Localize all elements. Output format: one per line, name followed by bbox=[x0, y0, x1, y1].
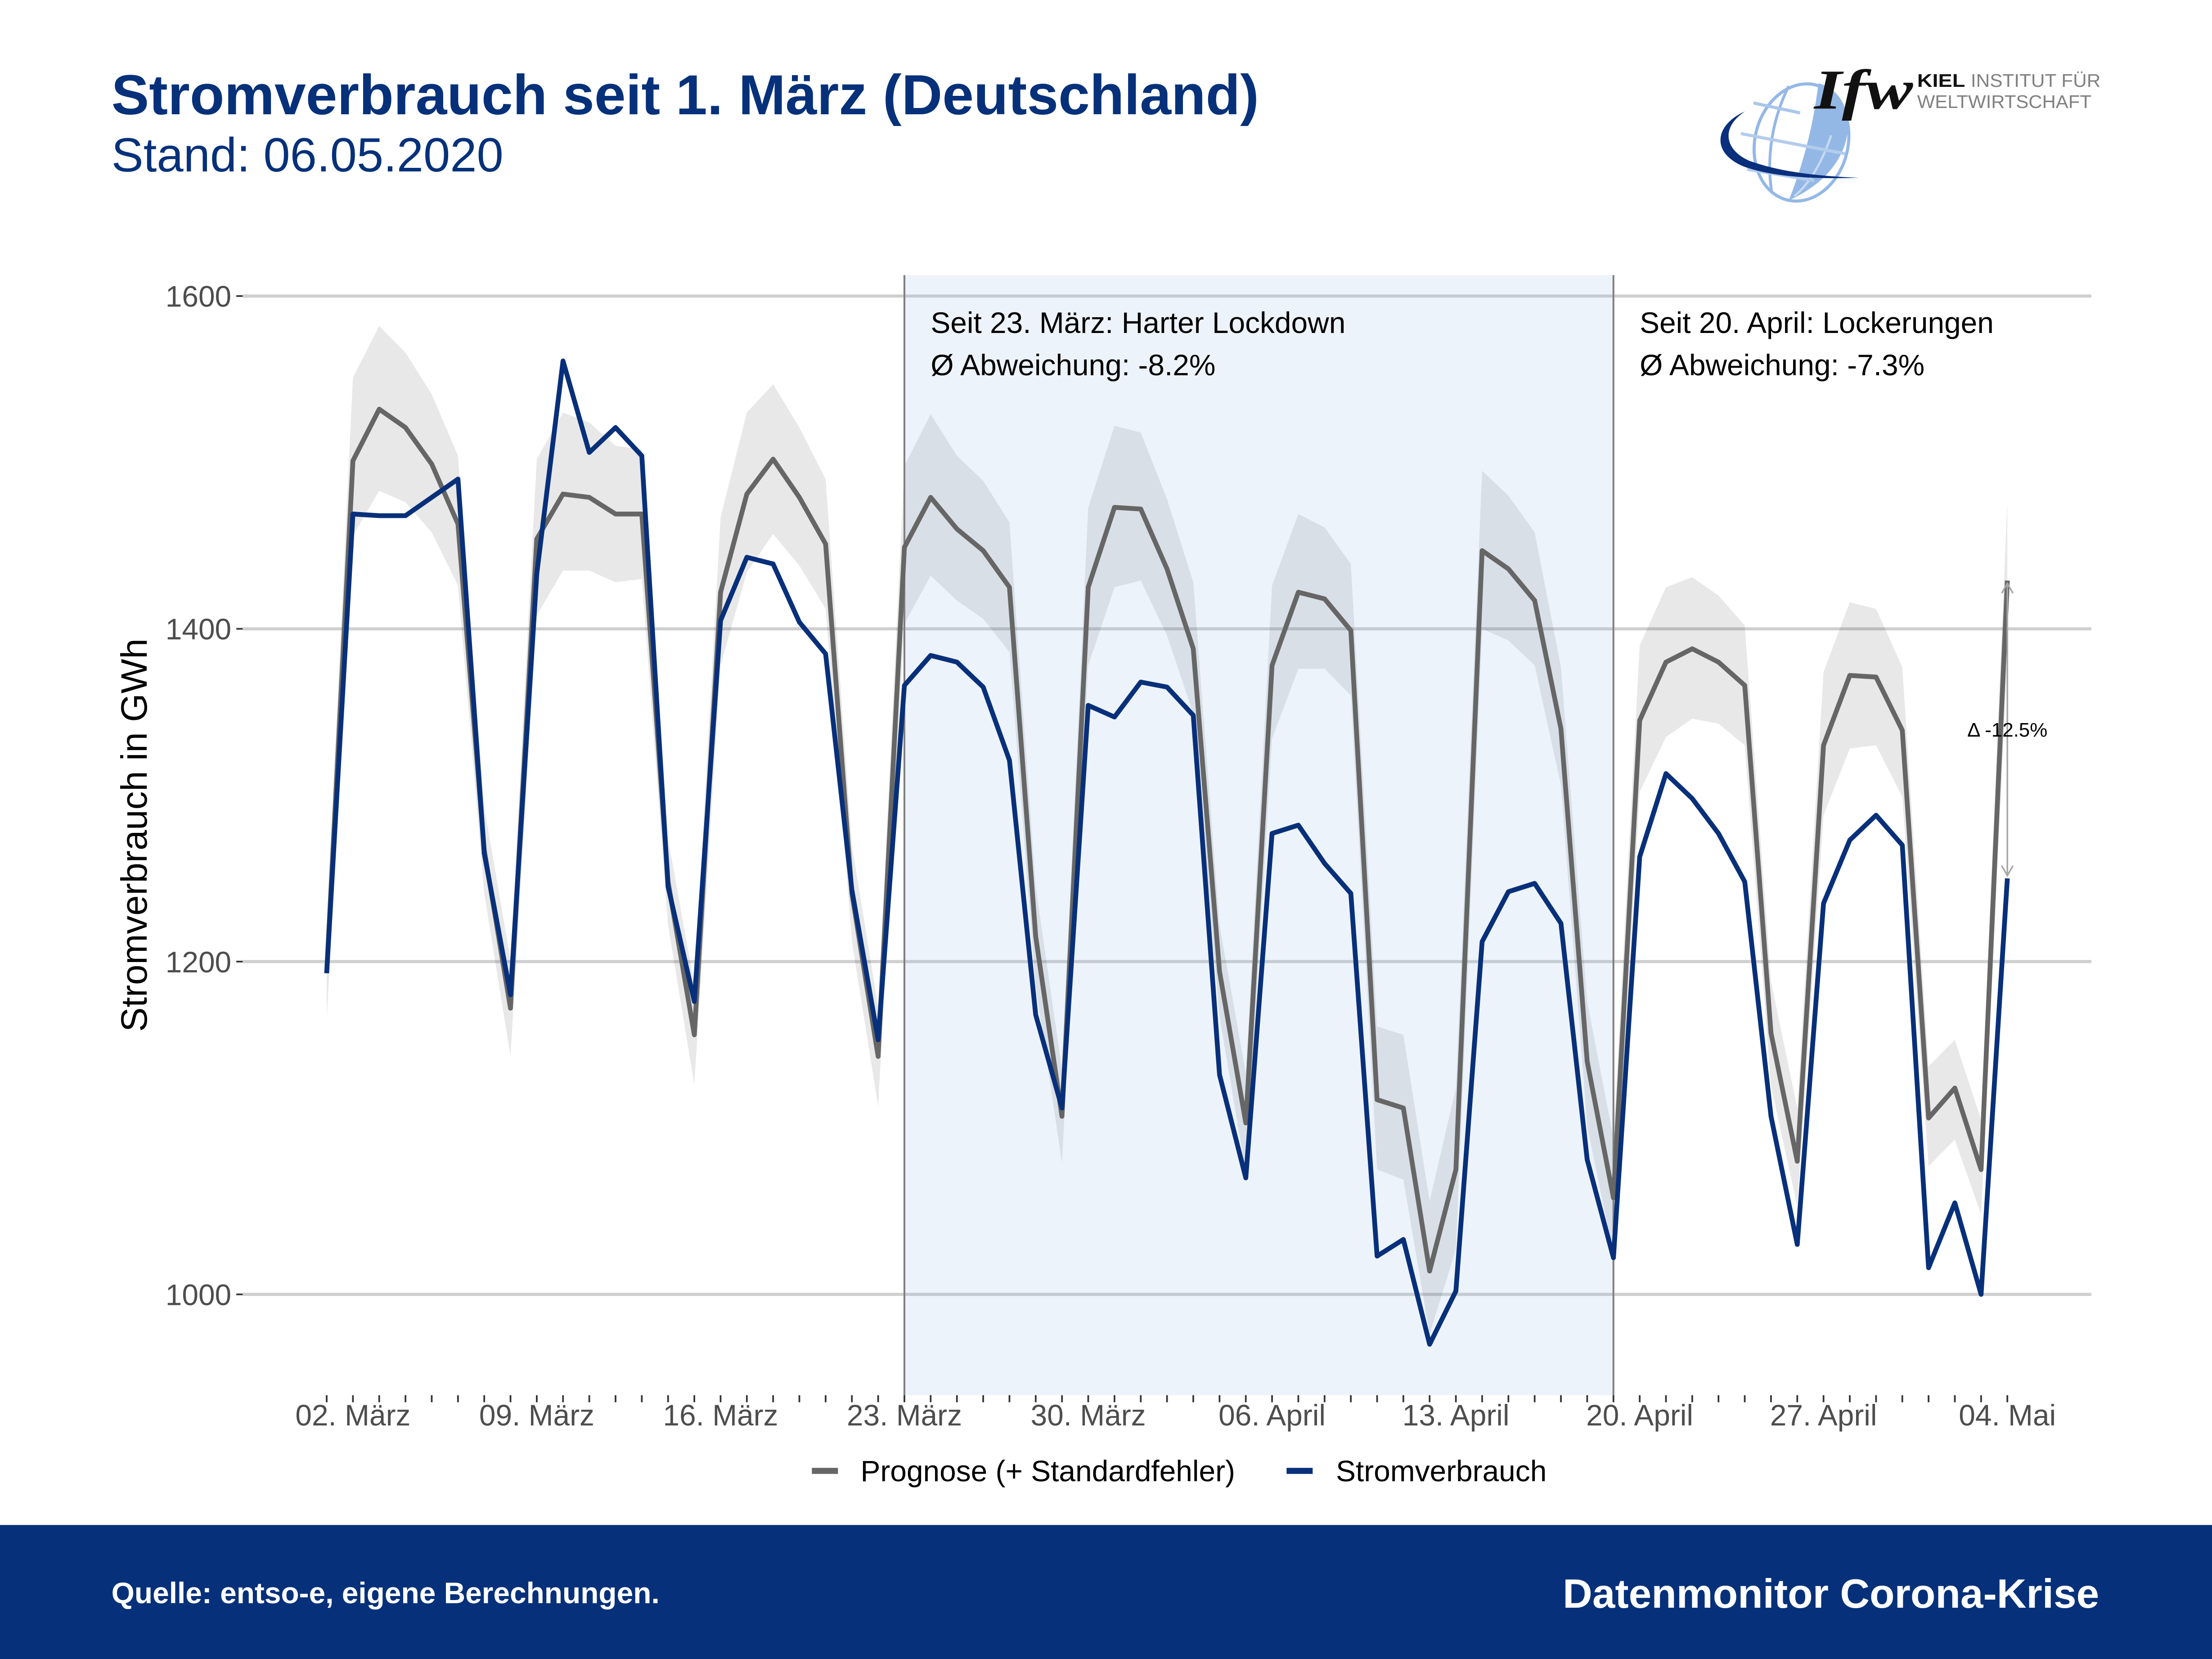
line-chart: 1000 1200 1400 1600 02. März 09. März 16. Mär… bbox=[114, 275, 2091, 1432]
logo-kiel: KIEL bbox=[1917, 70, 1965, 91]
x-tick-label: 23. März bbox=[847, 1398, 962, 1432]
x-tick-label: 30. März bbox=[1030, 1398, 1146, 1432]
annotations: Seit 23. März: Harter Lockdown Ø Abweichu… bbox=[931, 306, 1994, 382]
gridlines bbox=[243, 294, 2091, 1296]
arrowhead-down-icon bbox=[2001, 865, 2014, 877]
x-tick-label: 09. März bbox=[479, 1398, 594, 1432]
delta-label: Δ -12.5% bbox=[1967, 719, 2047, 741]
legend-item-stromverbrauch: Stromverbrauch bbox=[1286, 1454, 1547, 1488]
globe-fill bbox=[1789, 83, 1848, 201]
series-line-stromverbrauch bbox=[324, 358, 2010, 1347]
chart-subtitle: Stand: 06.05.2020 bbox=[112, 128, 504, 182]
x-axis: 02. März 09. März 16. März 23. März 30. März… bbox=[295, 1395, 2056, 1432]
swoosh-icon bbox=[1720, 111, 1860, 179]
globe-meridian bbox=[1794, 135, 1832, 197]
prognose-standard-error-band bbox=[327, 326, 2008, 1335]
ifw-logo: Ifw KIEL INSTITUT FÜR WELTWIRTSCHAFT bbox=[1720, 58, 2100, 203]
footer-bar bbox=[0, 1525, 2212, 1659]
footer-brand: Datenmonitor Corona-Krise bbox=[1563, 1571, 2099, 1617]
y-axis-title: Stromverbrauch in GWh bbox=[114, 638, 155, 1032]
globe-parallel bbox=[1753, 101, 1801, 115]
legend-item-prognose: Prognose (+ Standardfehler) bbox=[812, 1454, 1235, 1488]
shading-layer bbox=[903, 275, 1614, 1395]
x-tick-label: 04. Mai bbox=[1959, 1398, 2056, 1432]
y-axis: 1000 1200 1400 1600 bbox=[166, 280, 243, 1311]
annotation-deviation: Ø Abweichung: -8.2% bbox=[931, 348, 1215, 382]
annotation-heading: Seit 20. April: Lockerungen bbox=[1640, 306, 1994, 339]
legend-key-stromverbrauch bbox=[1286, 1468, 1313, 1474]
lockdown-shaded-period bbox=[904, 275, 1614, 1395]
y-tick-label: 1600 bbox=[166, 280, 231, 313]
series-layer bbox=[324, 358, 2010, 1347]
footer: Quelle: entso-e, eigene Berechnungen. Da… bbox=[0, 1525, 2212, 1659]
source-note: Quelle: entso-e, eigene Berechnungen. bbox=[112, 1576, 660, 1610]
globe-parallel bbox=[1740, 132, 1846, 156]
logo-mark: Ifw bbox=[1813, 58, 1914, 121]
legend-key-prognose bbox=[812, 1468, 838, 1474]
annotation-heading: Seit 23. März: Harter Lockdown bbox=[931, 306, 1345, 339]
x-tick-label: 27. April bbox=[1770, 1398, 1877, 1432]
arrowhead-up-icon bbox=[2001, 582, 2014, 594]
logo-line-2: WELTWIRTSCHAFT bbox=[1917, 91, 2091, 112]
legend-label-stromverbrauch: Stromverbrauch bbox=[1336, 1454, 1547, 1488]
x-tick-label: 20. April bbox=[1586, 1398, 1693, 1432]
annotation-deviation: Ø Abweichung: -7.3% bbox=[1640, 348, 1924, 382]
legend-label-prognose: Prognose (+ Standardfehler) bbox=[860, 1454, 1235, 1488]
series-line-prognose bbox=[324, 407, 2010, 1274]
legend: Prognose (+ Standardfehler) Stromverbrau… bbox=[812, 1454, 1547, 1488]
logo-line-1: INSTITUT FÜR bbox=[1971, 70, 2100, 91]
header: Stromverbrauch seit 1. März (Deutschland… bbox=[112, 63, 1259, 182]
chart-title: Stromverbrauch seit 1. März (Deutschland… bbox=[112, 63, 1259, 126]
delta-marker: Δ -12.5% bbox=[1967, 582, 2047, 877]
x-tick-label: 02. März bbox=[295, 1398, 410, 1432]
x-tick-label: 13. April bbox=[1403, 1398, 1510, 1432]
x-tick-label: 16. März bbox=[663, 1398, 778, 1432]
error-band-layer bbox=[327, 326, 2008, 1335]
y-tick-label: 1400 bbox=[166, 612, 231, 646]
y-tick-label: 1000 bbox=[166, 1278, 231, 1311]
x-tick-label: 06. April bbox=[1218, 1398, 1326, 1432]
y-tick-label: 1200 bbox=[166, 945, 231, 979]
